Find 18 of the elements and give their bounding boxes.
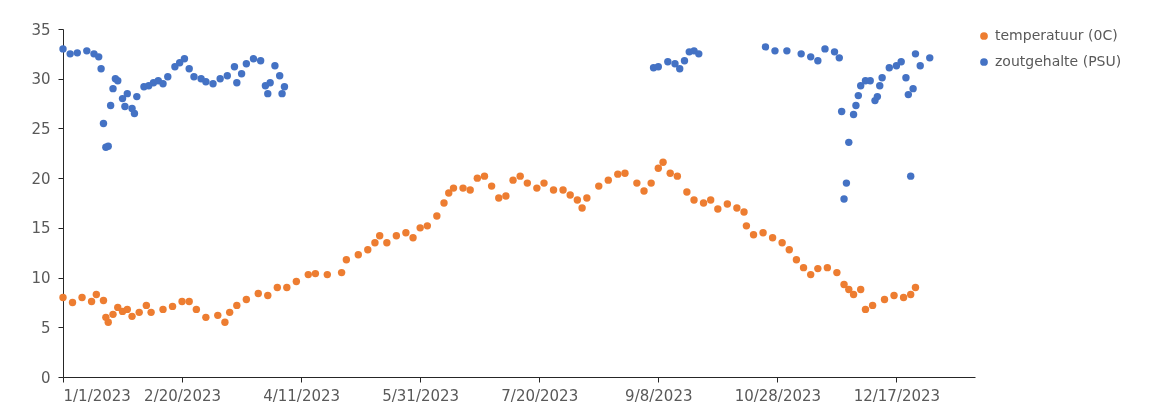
x-tick-label: 5/31/2023 xyxy=(382,386,460,405)
x-tick-label: 7/20/2023 xyxy=(501,386,579,405)
y-tick-label: 35 xyxy=(31,20,51,39)
y-tick-label: 10 xyxy=(31,269,51,288)
x-tick-label: 9/8/2023 xyxy=(625,386,693,405)
y-tick-label: 20 xyxy=(31,169,51,188)
legend-label: temperatuur (0C) xyxy=(995,27,1118,43)
x-tick-label: 2/20/2023 xyxy=(144,386,222,405)
y-tick-label: 0 xyxy=(40,368,51,387)
y-tick-label: 5 xyxy=(40,318,51,337)
y-tick-label: 15 xyxy=(31,219,51,238)
y-tick-label: 30 xyxy=(31,70,51,89)
x-tick-label: 12/17/2023 xyxy=(853,386,941,405)
legend-label: zoutgehalte (PSU) xyxy=(995,53,1122,69)
x-tick-label: 10/28/2023 xyxy=(734,386,822,405)
x-tick-label: 1/1/2023 xyxy=(63,386,131,405)
y-tick-label: 25 xyxy=(31,119,51,138)
x-tick-label: 4/11/2023 xyxy=(263,386,341,405)
